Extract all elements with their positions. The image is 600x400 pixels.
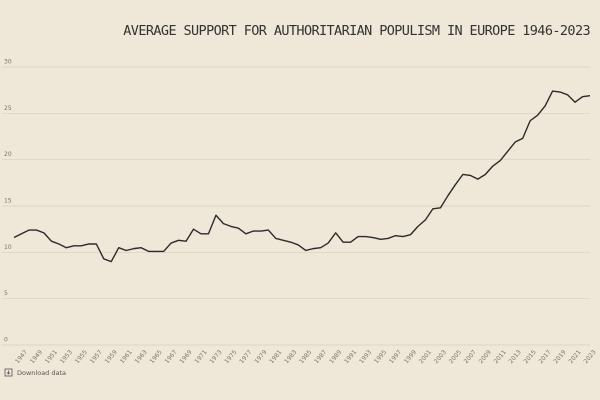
x-tick-label: 1957 <box>89 349 104 365</box>
x-tick-label: 1981 <box>268 349 283 365</box>
x-tick-label: 1979 <box>253 349 268 365</box>
download-arrow <box>6 370 11 375</box>
x-tick-label: 1985 <box>298 349 313 365</box>
x-tick-label: 2017 <box>538 349 553 365</box>
x-tick-label: 2021 <box>567 349 582 365</box>
y-tick-label: 0 <box>4 337 8 344</box>
x-tick-label: 1995 <box>373 349 388 365</box>
x-tick-label: 2019 <box>552 349 567 365</box>
x-tick-label: 2005 <box>448 349 463 365</box>
x-tick-label: 1987 <box>313 349 328 365</box>
data-line <box>13 90 591 263</box>
y-tick-label: 5 <box>4 290 8 297</box>
x-tick-label: 2009 <box>478 349 493 365</box>
x-tick-label: 1953 <box>59 349 74 365</box>
x-tick-label: 2015 <box>523 349 538 365</box>
x-tick-label: 2013 <box>508 349 523 365</box>
x-tick-label: 2011 <box>493 349 508 365</box>
x-tick-label: 1991 <box>343 349 358 365</box>
x-tick-label: 1969 <box>178 349 193 365</box>
x-tick-label: 1989 <box>328 349 343 365</box>
x-tick-label: 1949 <box>29 349 44 365</box>
y-tick-label: 15 <box>4 198 12 205</box>
x-tick-label: 1977 <box>238 349 253 365</box>
x-tick-label: 1971 <box>193 349 208 365</box>
download-link[interactable]: Download data <box>17 369 66 377</box>
download-button[interactable]: Download data <box>4 368 66 377</box>
x-tick-label: 1951 <box>44 349 59 365</box>
y-tick-label: 20 <box>4 151 12 158</box>
x-tick-label: 1975 <box>223 349 238 365</box>
x-tick-label: 1961 <box>119 349 134 365</box>
x-tick-label: 1955 <box>74 349 89 365</box>
y-tick-label: 30 <box>4 59 12 66</box>
x-tick-label: 1983 <box>283 349 298 365</box>
x-tick-label: 1973 <box>208 349 223 365</box>
y-tick-label: 10 <box>4 244 12 251</box>
y-tick-label: 25 <box>4 105 12 112</box>
x-tick-label: 1967 <box>163 349 178 365</box>
x-tick-label: 2007 <box>463 349 478 365</box>
x-tick-label: 2003 <box>433 349 448 365</box>
x-tick-label: 1993 <box>358 349 373 365</box>
x-tick-label: 1965 <box>149 349 164 365</box>
download-icon <box>4 368 13 377</box>
x-tick-label: 1997 <box>388 349 403 365</box>
chart-title: AVERAGE SUPPORT FOR AUTHORITARIAN POPULI… <box>123 23 590 39</box>
x-tick-label: 1999 <box>403 349 418 365</box>
x-tick-label: 1959 <box>104 349 119 365</box>
x-tick-label: 1963 <box>134 349 149 365</box>
x-tick-label: 2001 <box>418 349 433 365</box>
x-tick-label: 1947 <box>14 349 29 365</box>
x-tick-label: 2023 <box>582 349 597 365</box>
